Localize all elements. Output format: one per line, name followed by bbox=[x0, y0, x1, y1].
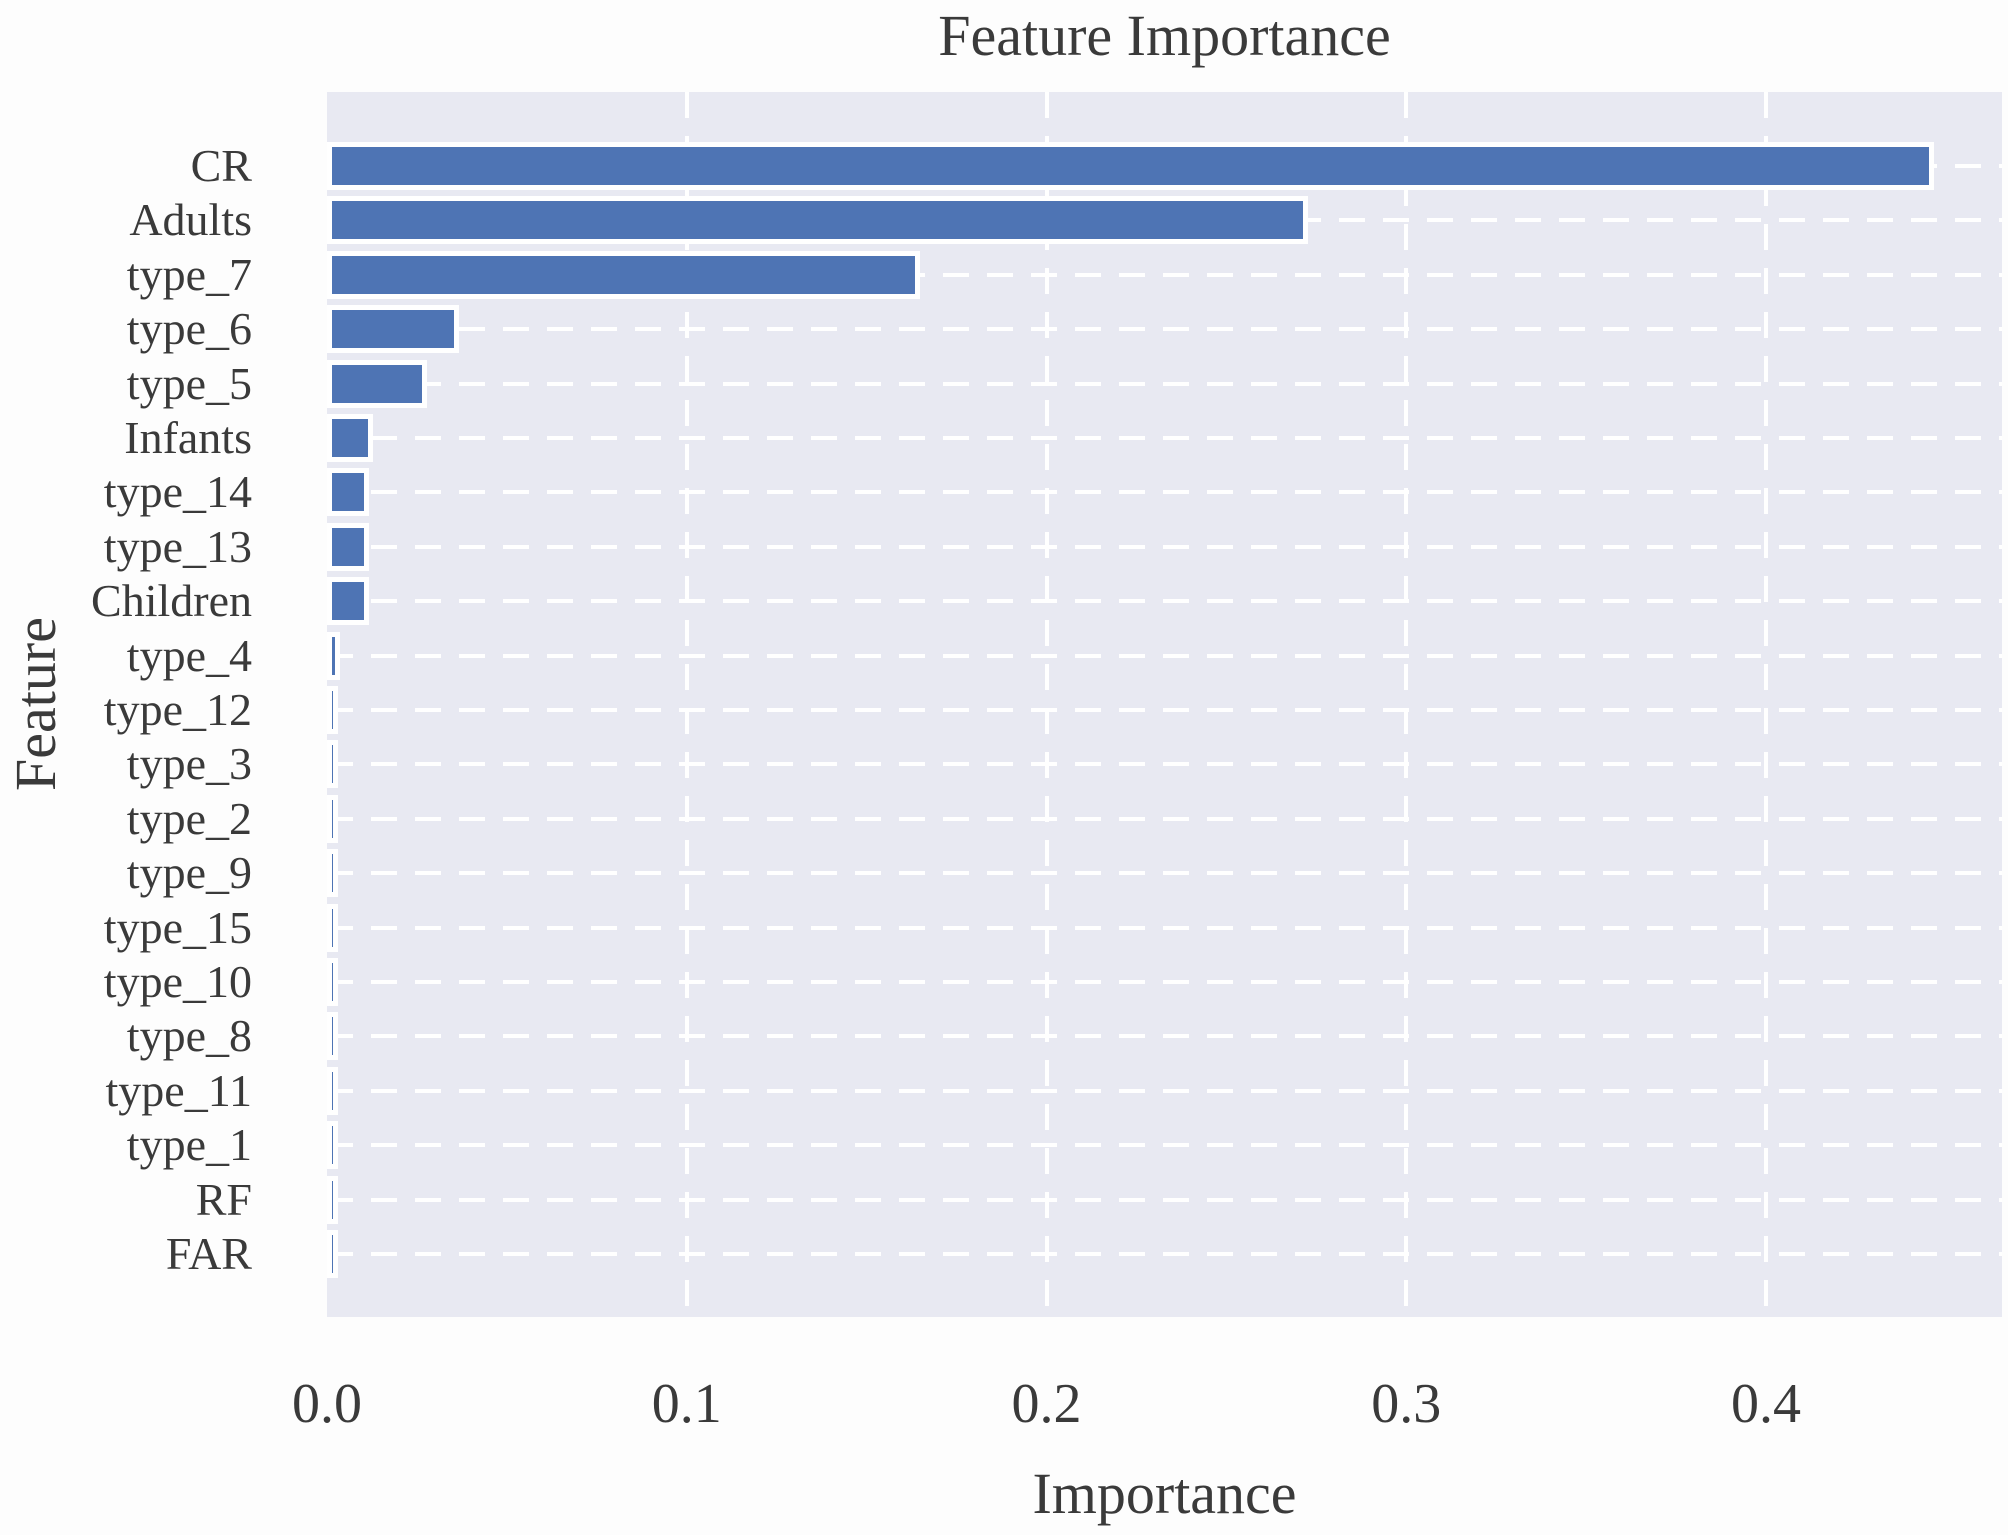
bar-type_15 bbox=[327, 903, 339, 952]
chart-title: Feature Importance bbox=[938, 3, 1391, 68]
horizontal-gridline bbox=[327, 436, 2002, 440]
bar-FAR bbox=[327, 1230, 338, 1278]
y-tick-label-FAR: FAR bbox=[165, 1228, 252, 1279]
y-tick-label-type_12: type_12 bbox=[103, 684, 252, 735]
y-tick-label-CR: CR bbox=[190, 140, 252, 191]
horizontal-gridline bbox=[327, 327, 2002, 332]
horizontal-gridline bbox=[327, 272, 2002, 277]
x-tick-label-0.1: 0.1 bbox=[651, 1373, 722, 1435]
horizontal-gridline bbox=[327, 816, 2002, 821]
y-tick-label-Children: Children bbox=[91, 575, 252, 627]
y-tick-label-type_4: type_4 bbox=[126, 629, 252, 681]
horizontal-gridline bbox=[327, 653, 2002, 658]
horizontal-gridline bbox=[327, 1252, 2002, 1256]
y-tick-label-type_7: type_7 bbox=[126, 248, 252, 300]
bar-type_7 bbox=[327, 250, 920, 299]
y-axis-label: Feature bbox=[3, 617, 68, 791]
bar-type_4 bbox=[327, 631, 340, 680]
horizontal-gridline bbox=[327, 544, 2002, 549]
bar-type_8 bbox=[327, 1012, 338, 1061]
y-tick-label-type_10: type_10 bbox=[103, 956, 252, 1007]
x-tick-label-0.0: 0.0 bbox=[292, 1373, 362, 1435]
y-tick-label-type_13: type_13 bbox=[103, 520, 252, 572]
horizontal-gridline bbox=[327, 708, 2002, 712]
horizontal-gridline bbox=[327, 1088, 2002, 1093]
x-tick-label-0.4: 0.4 bbox=[1731, 1373, 1801, 1435]
horizontal-gridline bbox=[327, 1143, 2002, 1148]
bar-type_2 bbox=[327, 794, 339, 843]
bar-type_12 bbox=[327, 686, 339, 734]
bar-type_9 bbox=[327, 849, 339, 898]
plot-area bbox=[327, 92, 2002, 1317]
y-tick-label-type_3: type_3 bbox=[126, 738, 252, 790]
bar-type_14 bbox=[327, 468, 370, 517]
bar-Infants bbox=[327, 414, 373, 462]
horizontal-gridline bbox=[327, 871, 2002, 876]
horizontal-gridline bbox=[327, 381, 2002, 386]
vertical-gridline bbox=[1764, 92, 1768, 1317]
bar-Adults bbox=[327, 196, 1309, 245]
horizontal-gridline bbox=[327, 599, 2002, 604]
y-tick-label-type_14: type_14 bbox=[103, 466, 252, 518]
bar-type_5 bbox=[327, 359, 427, 408]
bar-type_13 bbox=[327, 522, 370, 571]
y-tick-label-type_8: type_8 bbox=[126, 1010, 252, 1062]
x-tick-label-0.3: 0.3 bbox=[1371, 1373, 1442, 1435]
y-tick-label-type_6: type_6 bbox=[126, 303, 252, 355]
bar-RF bbox=[327, 1175, 338, 1224]
x-tick-label-0.2: 0.2 bbox=[1011, 1373, 1082, 1435]
y-tick-label-Infants: Infants bbox=[124, 412, 252, 463]
y-tick-label-type_2: type_2 bbox=[126, 792, 252, 844]
y-tick-label-type_5: type_5 bbox=[126, 357, 252, 409]
bar-type_6 bbox=[327, 305, 460, 354]
y-tick-label-type_11: type_11 bbox=[105, 1064, 253, 1116]
vertical-gridline bbox=[1404, 92, 1409, 1317]
bar-type_3 bbox=[327, 740, 339, 789]
bar-type_1 bbox=[327, 1121, 338, 1170]
y-tick-label-type_15: type_15 bbox=[103, 901, 252, 953]
y-tick-label-type_1: type_1 bbox=[126, 1119, 252, 1171]
y-tick-label-Adults: Adults bbox=[129, 194, 252, 246]
horizontal-gridline bbox=[327, 490, 2002, 495]
y-tick-label-RF: RF bbox=[195, 1173, 252, 1225]
horizontal-gridline bbox=[327, 762, 2002, 767]
bar-type_10 bbox=[327, 958, 339, 1006]
bar-Children bbox=[327, 577, 370, 626]
vertical-gridline bbox=[1044, 92, 1049, 1317]
x-axis-label: Importance bbox=[1032, 1461, 1297, 1526]
bar-type_11 bbox=[327, 1066, 338, 1115]
horizontal-gridline bbox=[327, 1197, 2002, 1202]
horizontal-gridline bbox=[327, 1034, 2002, 1039]
y-tick-label-type_9: type_9 bbox=[126, 847, 252, 899]
bar-CR bbox=[327, 142, 1935, 190]
vertical-gridline bbox=[684, 92, 689, 1317]
horizontal-gridline bbox=[327, 925, 2002, 930]
horizontal-gridline bbox=[327, 980, 2002, 984]
